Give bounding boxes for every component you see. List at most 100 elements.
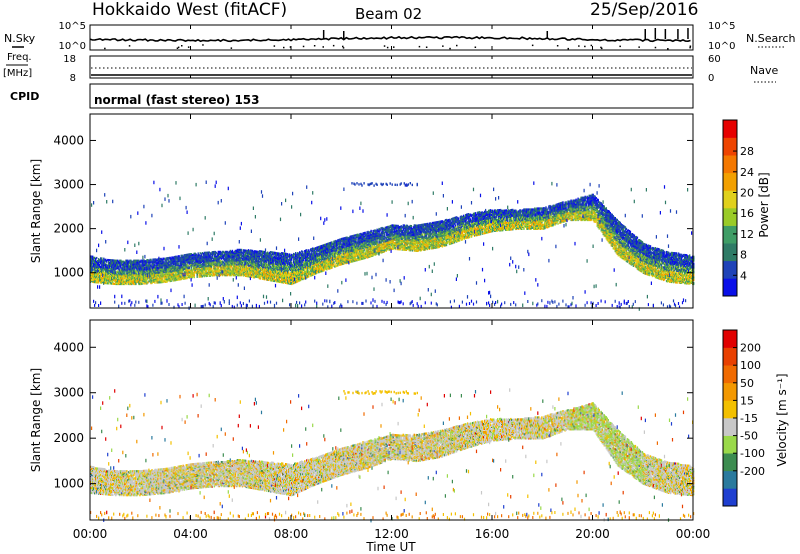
colorbar-swatch (723, 347, 737, 366)
nsearch-point (531, 44, 534, 47)
nsearch-point (386, 46, 389, 49)
nsky-tick-bottom: 10^0 (59, 41, 86, 52)
nsearch-point (383, 45, 386, 47)
nsearch-point (600, 46, 602, 49)
x-tick-label: 08:00 (274, 527, 309, 541)
colorbar-swatch (723, 400, 737, 419)
colorbar-tick-label: 20 (740, 186, 754, 199)
power-plot-area (90, 180, 695, 311)
nsearch-point (393, 46, 395, 48)
nsearch-point (689, 46, 691, 49)
y-tick-label: 3000 (53, 178, 84, 192)
nsky-line (89, 35, 691, 43)
nsky-trace (89, 28, 692, 50)
y-tick-label: 1000 (53, 266, 84, 280)
colorbar-swatch (723, 470, 737, 489)
date-label: 25/Sep/2016 (590, 0, 698, 20)
cpid-text: normal (fast stereo) 153 (94, 93, 260, 107)
colorbar-tick-label: 15 (740, 394, 754, 407)
nsearch-point (176, 47, 179, 49)
velocity-colorbar-label: Velocity [m s⁻¹] (775, 373, 789, 466)
nsearch-point (332, 44, 335, 47)
y-tick-label: 4000 (53, 133, 84, 147)
nsearch-tick-bottom: 10^0 (708, 41, 735, 52)
x-axis-label: Time UT (365, 540, 416, 554)
nsearch-point (654, 46, 657, 49)
nsearch-point (313, 45, 316, 47)
colorbar-tick-label: 8 (740, 249, 747, 262)
colorbar-swatch (723, 120, 737, 138)
nave-tick-bottom: 0 (708, 73, 714, 84)
colorbar-swatch (723, 330, 737, 348)
nsearch-point (181, 45, 183, 47)
cpid-label: CPID (10, 90, 39, 103)
nsearch-point (456, 44, 458, 47)
colorbar-swatch (723, 278, 737, 297)
colorbar-tick-label: 24 (740, 166, 754, 179)
nsearch-point (104, 47, 106, 50)
nsearch-point (273, 45, 276, 47)
power-y-ticks: 1000 2000 3000 4000 (53, 133, 693, 280)
x-tick-label: 12:00 (374, 527, 409, 541)
nave-tick-top: 60 (708, 54, 721, 65)
colorbar-swatch (723, 137, 737, 156)
nsearch-point (474, 46, 477, 48)
nsearch-point (667, 48, 669, 50)
nsearch-point (449, 47, 451, 50)
nsearch-point (283, 46, 285, 49)
nsearch-point (578, 45, 580, 47)
colorbar-swatch (723, 243, 737, 262)
colorbar-tick-label: 28 (740, 145, 754, 158)
freq-tick-top: 18 (63, 54, 76, 65)
x-tick-label: 00:00 (73, 527, 108, 541)
power-ylabel: Slant Range [km] (29, 159, 43, 263)
x-axis-ticks: 00:00 04:00 08:00 12:00 16:00 20:00 00:00 (73, 25, 710, 541)
x-tick-label: 04:00 (173, 527, 208, 541)
colorbar-tick-label: -200 (740, 465, 765, 478)
station-title: Hokkaido West (fitACF) (92, 0, 287, 20)
y-tick-label: 2000 (53, 431, 84, 445)
power-colorbar-label: Power [dB] (757, 172, 771, 237)
colorbar-swatch (723, 155, 737, 174)
colorbar-swatch (723, 190, 737, 209)
nsearch-point (177, 46, 180, 49)
velocity-y-ticks: 1000 2000 3000 4000 (53, 340, 693, 491)
colorbar-swatch (723, 225, 737, 244)
y-tick-label: 2000 (53, 222, 84, 236)
nsearch-point (619, 45, 621, 48)
colorbar-tick-label: 16 (740, 207, 754, 220)
velocity-colorbar: 200 100 50 15 -15 -50 -100 -200 (722, 329, 765, 507)
nave-label: Nave (750, 64, 778, 77)
nsky-label: N.Sky (4, 32, 36, 45)
colorbar-tick-label: 12 (740, 228, 754, 241)
velocity-plot-area (90, 388, 695, 523)
colorbar-frame (722, 119, 738, 297)
y-tick-label: 3000 (53, 386, 84, 400)
colorbar-tick-label: 200 (740, 342, 761, 355)
nsearch-point (342, 45, 344, 48)
colorbar-tick-label: -50 (740, 430, 758, 443)
colorbar-tick-label: -15 (740, 412, 758, 425)
nsearch-point (322, 46, 324, 48)
colorbar-swatch (723, 382, 737, 401)
colorbar-swatch (723, 488, 737, 507)
freq-tick-bottom: 8 (70, 73, 76, 84)
nsearch-point (442, 45, 444, 47)
colorbar-swatch (723, 208, 737, 226)
nsearch-point (289, 46, 292, 48)
nsearch-tick-top: 10^5 (708, 21, 735, 32)
y-tick-label: 1000 (53, 477, 84, 491)
freq-label-bottom: [MHz] (3, 68, 32, 79)
nsky-tick-top: 10^5 (59, 21, 86, 32)
nsearch-point (590, 44, 593, 47)
beam-label: Beam 02 (355, 5, 422, 23)
y-tick-label: 4000 (53, 340, 84, 354)
nsearch-point (567, 47, 569, 50)
colorbar-swatch (723, 453, 737, 472)
nsearch-point (689, 45, 692, 47)
nsearch-point (418, 45, 421, 48)
nsearch-point (601, 47, 603, 50)
nsearch-point (202, 44, 204, 46)
nsearch-point (302, 45, 305, 48)
